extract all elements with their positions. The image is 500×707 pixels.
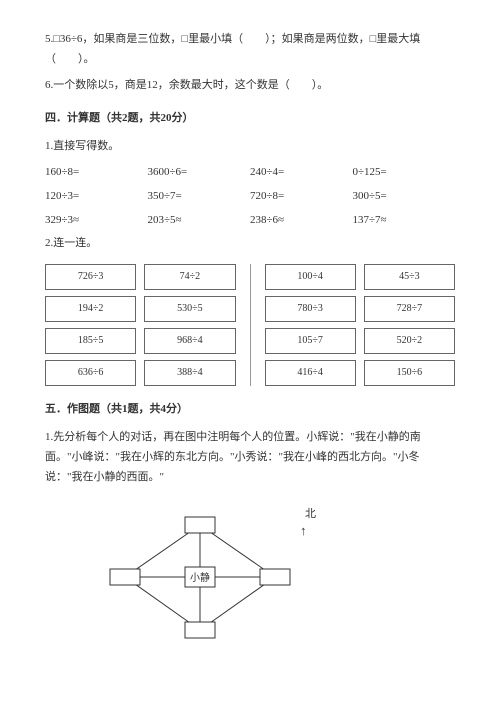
calc-cell: 137÷7≈ (353, 211, 456, 231)
question-5: 5.□36÷6，如果商是三位数，□里最小填（ ）；如果商是两位数，□里最大填（ … (45, 30, 455, 70)
match-col: 45÷3 728÷7 520÷2 150÷6 (364, 264, 455, 386)
center-box-label: 小静 (190, 571, 210, 584)
question-6: 6.一个数除以5，商是12，余数最大时，这个数是（ ）。 (45, 76, 455, 96)
match-box: 105÷7 (265, 328, 356, 354)
calc-row: 160÷8= 3600÷6= 240÷4= 0÷125= (45, 163, 455, 183)
match-box: 185÷5 (45, 328, 136, 354)
section-5-title: 五．作图题（共1题，共4分） (45, 400, 455, 420)
section-5-sub1: 1.先分析每个人的对话，再在图中注明每个人的位置。小辉说："我在小静的南面。"小… (45, 428, 455, 487)
arrow-up-icon: ↑ (300, 519, 307, 542)
match-box: 530÷5 (144, 296, 235, 322)
section-4-sub1: 1.直接写得数。 (45, 137, 455, 157)
section-4-title: 四．计算题（共2题，共20分） (45, 109, 455, 129)
calc-row: 329÷3≈ 203÷5≈ 238÷6≈ 137÷7≈ (45, 211, 455, 231)
match-box: 194÷2 (45, 296, 136, 322)
match-box: 636÷6 (45, 360, 136, 386)
match-box: 780÷3 (265, 296, 356, 322)
calc-cell: 0÷125= (353, 163, 456, 183)
calc-cell: 300÷5= (353, 187, 456, 207)
match-box: 726÷3 (45, 264, 136, 290)
calc-cell: 203÷5≈ (148, 211, 251, 231)
calc-cell: 329÷3≈ (45, 211, 148, 231)
match-box: 728÷7 (364, 296, 455, 322)
calc-cell: 160÷8= (45, 163, 148, 183)
match-box: 520÷2 (364, 328, 455, 354)
calc-cell: 720÷8= (250, 187, 353, 207)
section-4-sub2: 2.连一连。 (45, 234, 455, 254)
match-box: 968÷4 (144, 328, 235, 354)
match-box: 388÷4 (144, 360, 235, 386)
match-right: 100÷4 780÷3 105÷7 416÷4 45÷3 728÷7 520÷2… (265, 264, 456, 386)
calc-row: 120÷3= 350÷7= 720÷8= 300÷5= (45, 187, 455, 207)
match-box: 100÷4 (265, 264, 356, 290)
diagram-svg: 小静 (105, 505, 295, 650)
match-col: 100÷4 780÷3 105÷7 416÷4 (265, 264, 356, 386)
match-box: 416÷4 (265, 360, 356, 386)
match-col: 726÷3 194÷2 185÷5 636÷6 (45, 264, 136, 386)
calc-cell: 238÷6≈ (250, 211, 353, 231)
calc-cell: 350÷7= (148, 187, 251, 207)
divider (250, 264, 251, 386)
match-box: 45÷3 (364, 264, 455, 290)
match-left: 726÷3 194÷2 185÷5 636÷6 74÷2 530÷5 968÷4… (45, 264, 236, 386)
match-box: 74÷2 (144, 264, 235, 290)
match-col: 74÷2 530÷5 968÷4 388÷4 (144, 264, 235, 386)
match-container: 726÷3 194÷2 185÷5 636÷6 74÷2 530÷5 968÷4… (45, 264, 455, 386)
calc-cell: 120÷3= (45, 187, 148, 207)
match-box: 150÷6 (364, 360, 455, 386)
direction-diagram: 北 ↑ 小静 (45, 505, 455, 650)
calc-cell: 240÷4= (250, 163, 353, 183)
calc-cell: 3600÷6= (148, 163, 251, 183)
north-label: 北 (305, 505, 316, 525)
